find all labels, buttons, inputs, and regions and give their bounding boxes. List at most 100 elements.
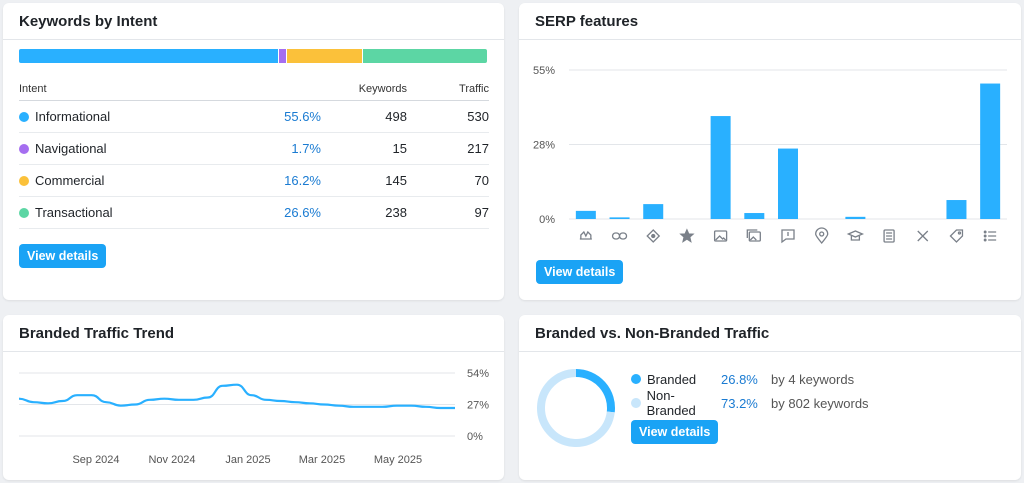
branded-traffic-trend-chart: 54% 27% 0% Sep 2024 Nov 2024 Jan 2025 Mar 2025…: [18, 368, 489, 466]
y-tick-label: 28%: [533, 140, 555, 152]
intent-traffic: 97: [474, 205, 489, 220]
intent-traffic: 70: [474, 173, 489, 188]
donut-slice-non-branded[interactable]: [537, 369, 615, 447]
y-tick-label: 27%: [467, 400, 489, 412]
intent-table: Intent Keywords Traffic Informational 55.…: [19, 77, 489, 229]
intent-label: Transactional: [35, 205, 113, 220]
legend-item: Branded 26.8% by 4 keywords: [631, 367, 869, 391]
serp-bar-tag[interactable]: [946, 200, 967, 219]
comment-icon: [781, 229, 795, 244]
serp-bar-list[interactable]: [980, 83, 1001, 219]
list-icon: [983, 230, 997, 242]
x-tick-label: Nov 2024: [148, 454, 195, 466]
serp-bar-education[interactable]: [845, 216, 866, 219]
intent-name: Informational: [19, 109, 229, 124]
serp-features-card: SERP features 55% 28% 0% View details: [519, 3, 1021, 300]
divider: [3, 39, 504, 40]
donut-slice-branded[interactable]: [575, 369, 615, 413]
intent-percent[interactable]: 55.6%: [284, 109, 321, 124]
table-header: Intent Keywords Traffic: [19, 77, 489, 101]
intent-dot-icon: [19, 111, 29, 122]
intent-name: Commercial: [19, 173, 229, 188]
legend-label: Branded: [647, 371, 697, 387]
intent-bar-segment-navigational[interactable]: [278, 49, 287, 63]
donut-legend: Branded 26.8% by 4 keywords Non-Branded 73.2…: [631, 367, 869, 418]
intent-traffic: 530: [467, 109, 489, 124]
legend-percent[interactable]: 73.2%: [721, 395, 758, 411]
x-tick-label: Sep 2024: [72, 454, 119, 466]
x-tick-label: May 2025: [374, 454, 422, 466]
y-tick-label: 54%: [467, 368, 489, 380]
serp-bar-knowledge-panel[interactable]: [643, 204, 664, 219]
branded-traffic-trend-card: Branded Traffic Trend 54% 27% 0% Sep 2024 No…: [3, 315, 504, 480]
intent-dot-icon: [19, 175, 29, 186]
view-details-button[interactable]: View details: [631, 420, 719, 444]
intent-name: Navigational: [19, 141, 229, 156]
intent-keywords: 238: [385, 205, 407, 220]
intent-bar-segment-transactional[interactable]: [362, 49, 487, 63]
header-intent: Intent: [19, 82, 47, 95]
card-title: Branded Traffic Trend: [19, 325, 175, 342]
intent-name: Transactional: [19, 205, 229, 220]
serp-features-chart: 55% 28% 0%: [533, 65, 1007, 245]
intent-percent[interactable]: 16.2%: [284, 173, 321, 188]
link-icon: [611, 232, 628, 240]
divider: [519, 351, 1021, 352]
legend-keywords: by 4 keywords: [771, 371, 855, 387]
branded-vs-nonbranded-card: Branded vs. Non-Branded Traffic Branded 2…: [519, 315, 1021, 480]
header-keywords[interactable]: Keywords: [358, 82, 407, 95]
view-details-button[interactable]: View details: [536, 260, 624, 284]
keywords-by-intent-card: Keywords by Intent Intent Keywords Traff…: [3, 3, 504, 300]
table-row: Commercial 16.2% 145 70: [19, 165, 489, 197]
location-icon: [815, 227, 829, 245]
table-row: Navigational 1.7% 15 217: [19, 133, 489, 165]
x-tick-label: Jan 2025: [225, 454, 270, 466]
knowledge-panel-icon: [646, 229, 661, 243]
intent-percent[interactable]: 1.7%: [291, 141, 321, 156]
image-icon: [713, 230, 728, 242]
legend-dot-icon: [631, 398, 641, 408]
intent-keywords: 15: [392, 141, 407, 156]
serp-bar-comment[interactable]: [778, 148, 798, 219]
serp-bar-image-pack[interactable]: [744, 213, 765, 219]
tag-icon: [949, 229, 964, 243]
divider: [519, 39, 1021, 40]
serp-bar-image[interactable]: [710, 116, 731, 219]
legend-label: Non-Branded: [646, 388, 696, 418]
legend-dot-icon: [631, 374, 641, 384]
x-icon: [917, 230, 929, 242]
intent-bar-segment-commercial[interactable]: [286, 49, 363, 63]
trend-line[interactable]: [18, 383, 455, 410]
y-tick-label: 0%: [467, 431, 483, 443]
y-tick-label: 0%: [539, 214, 555, 226]
branded-donut-chart: [537, 369, 615, 447]
intent-dot-icon: [19, 207, 29, 218]
divider: [3, 351, 504, 352]
table-row: Informational 55.6% 498 530: [19, 101, 489, 133]
card-title: Branded vs. Non-Branded Traffic: [535, 325, 770, 342]
star-icon: [679, 228, 695, 243]
intent-percent[interactable]: 26.6%: [284, 205, 321, 220]
reviews-icon: [579, 230, 592, 240]
news-icon: [883, 229, 895, 243]
intent-bar-segment-informational[interactable]: [19, 49, 279, 63]
intent-label: Navigational: [35, 141, 107, 156]
education-icon: [846, 230, 865, 241]
intent-traffic: 217: [467, 141, 489, 156]
legend-item: Non-Branded 73.2% by 802 keywords: [631, 388, 869, 418]
intent-dot-icon: [19, 143, 29, 154]
y-tick-label: 55%: [533, 65, 555, 77]
intent-label: Informational: [35, 109, 111, 124]
header-traffic[interactable]: Traffic: [459, 82, 489, 95]
view-details-button[interactable]: View details: [19, 244, 107, 268]
card-title: SERP features: [535, 13, 639, 30]
legend-percent[interactable]: 26.8%: [721, 371, 758, 387]
serp-bar-link[interactable]: [609, 217, 630, 219]
intent-label: Commercial: [35, 173, 105, 188]
legend-keywords: by 802 keywords: [771, 395, 869, 411]
intent-keywords: 498: [385, 109, 407, 124]
image-pack-icon: [746, 229, 761, 242]
intent-distribution-bar: [19, 49, 487, 63]
x-tick-label: Mar 2025: [299, 454, 345, 466]
serp-bar-reviews[interactable]: [575, 210, 596, 219]
